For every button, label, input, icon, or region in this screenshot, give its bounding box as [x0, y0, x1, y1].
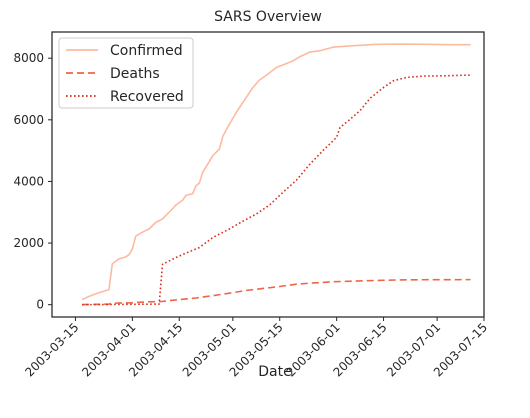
legend-label-deaths: Deaths	[110, 66, 160, 82]
legend: Confirmed Deaths Recovered	[58, 37, 194, 109]
y-tick-label: 2000	[13, 236, 44, 250]
y-tick-label: 0	[36, 298, 44, 312]
y-tick-label: 8000	[13, 51, 44, 65]
legend-box	[58, 37, 194, 109]
series-line-deaths	[82, 278, 471, 306]
x-tick-label: 2003-03-15	[22, 320, 81, 379]
x-axis-title: Date	[258, 364, 291, 380]
series-line-recovered	[82, 74, 471, 306]
y-tick-label: 4000	[13, 174, 44, 188]
chart-title: SARS Overview	[214, 9, 322, 25]
series-line-confirmed	[81, 43, 471, 301]
legend-label-confirmed: Confirmed	[110, 43, 183, 59]
plot-frame	[51, 31, 485, 318]
legend-label-recovered: Recovered	[110, 89, 184, 105]
y-tick-label: 6000	[13, 113, 44, 127]
